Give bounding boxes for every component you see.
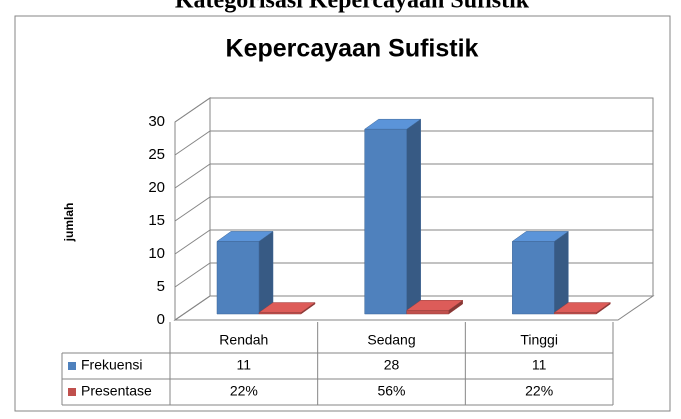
bar (553, 302, 612, 315)
y-tick-label: 20 (148, 179, 165, 196)
grid-line (174, 163, 653, 189)
x-tick-label: Tinggi (520, 332, 558, 348)
grid-line (174, 262, 653, 288)
grid-line (174, 295, 653, 321)
y-tick-label: 25 (148, 146, 165, 163)
legend-label: Frekuensi (81, 357, 142, 373)
y-tick-label: 0 (157, 311, 165, 328)
table-value: 56% (377, 383, 405, 399)
bar-side (554, 230, 569, 315)
x-tick-label: Rendah (219, 332, 268, 348)
table-value: 11 (237, 357, 252, 373)
y-tick-label: 15 (148, 212, 165, 229)
x-tick-label: Sedang (367, 332, 415, 348)
y-axis-label: jumlah (62, 203, 76, 243)
bar-front (512, 241, 555, 315)
bar-front (258, 312, 302, 315)
chart-title: Kepercayaan Sufistik (226, 35, 479, 63)
y-tick-label: 5 (157, 278, 165, 295)
grid-line (174, 97, 653, 123)
bar (405, 299, 464, 315)
table-value: 28 (384, 357, 400, 373)
bar-side (406, 118, 421, 315)
bar (363, 118, 422, 315)
bar (216, 230, 274, 315)
chart-frame (14, 15, 671, 412)
table-value: 11 (532, 357, 547, 373)
heading: Kategorisasi Kepercayaan Sufistik (175, 0, 530, 14)
y-tick-label: 10 (148, 245, 165, 262)
y-tick-label: 30 (148, 113, 165, 130)
bar-front (406, 310, 449, 315)
legend-swatch (68, 362, 76, 370)
bar (258, 302, 316, 315)
table-value: 22% (230, 383, 258, 399)
bar-side (258, 230, 274, 315)
legend-swatch (68, 388, 76, 396)
grid-line (174, 229, 653, 255)
legend-label: Presentase (81, 383, 152, 399)
bar-front (554, 312, 597, 315)
bar-front (364, 128, 407, 315)
grid-line (174, 196, 653, 222)
bar (511, 230, 570, 315)
table-value: 22% (525, 383, 553, 399)
grid-line (174, 130, 653, 156)
bar-front (216, 241, 260, 315)
